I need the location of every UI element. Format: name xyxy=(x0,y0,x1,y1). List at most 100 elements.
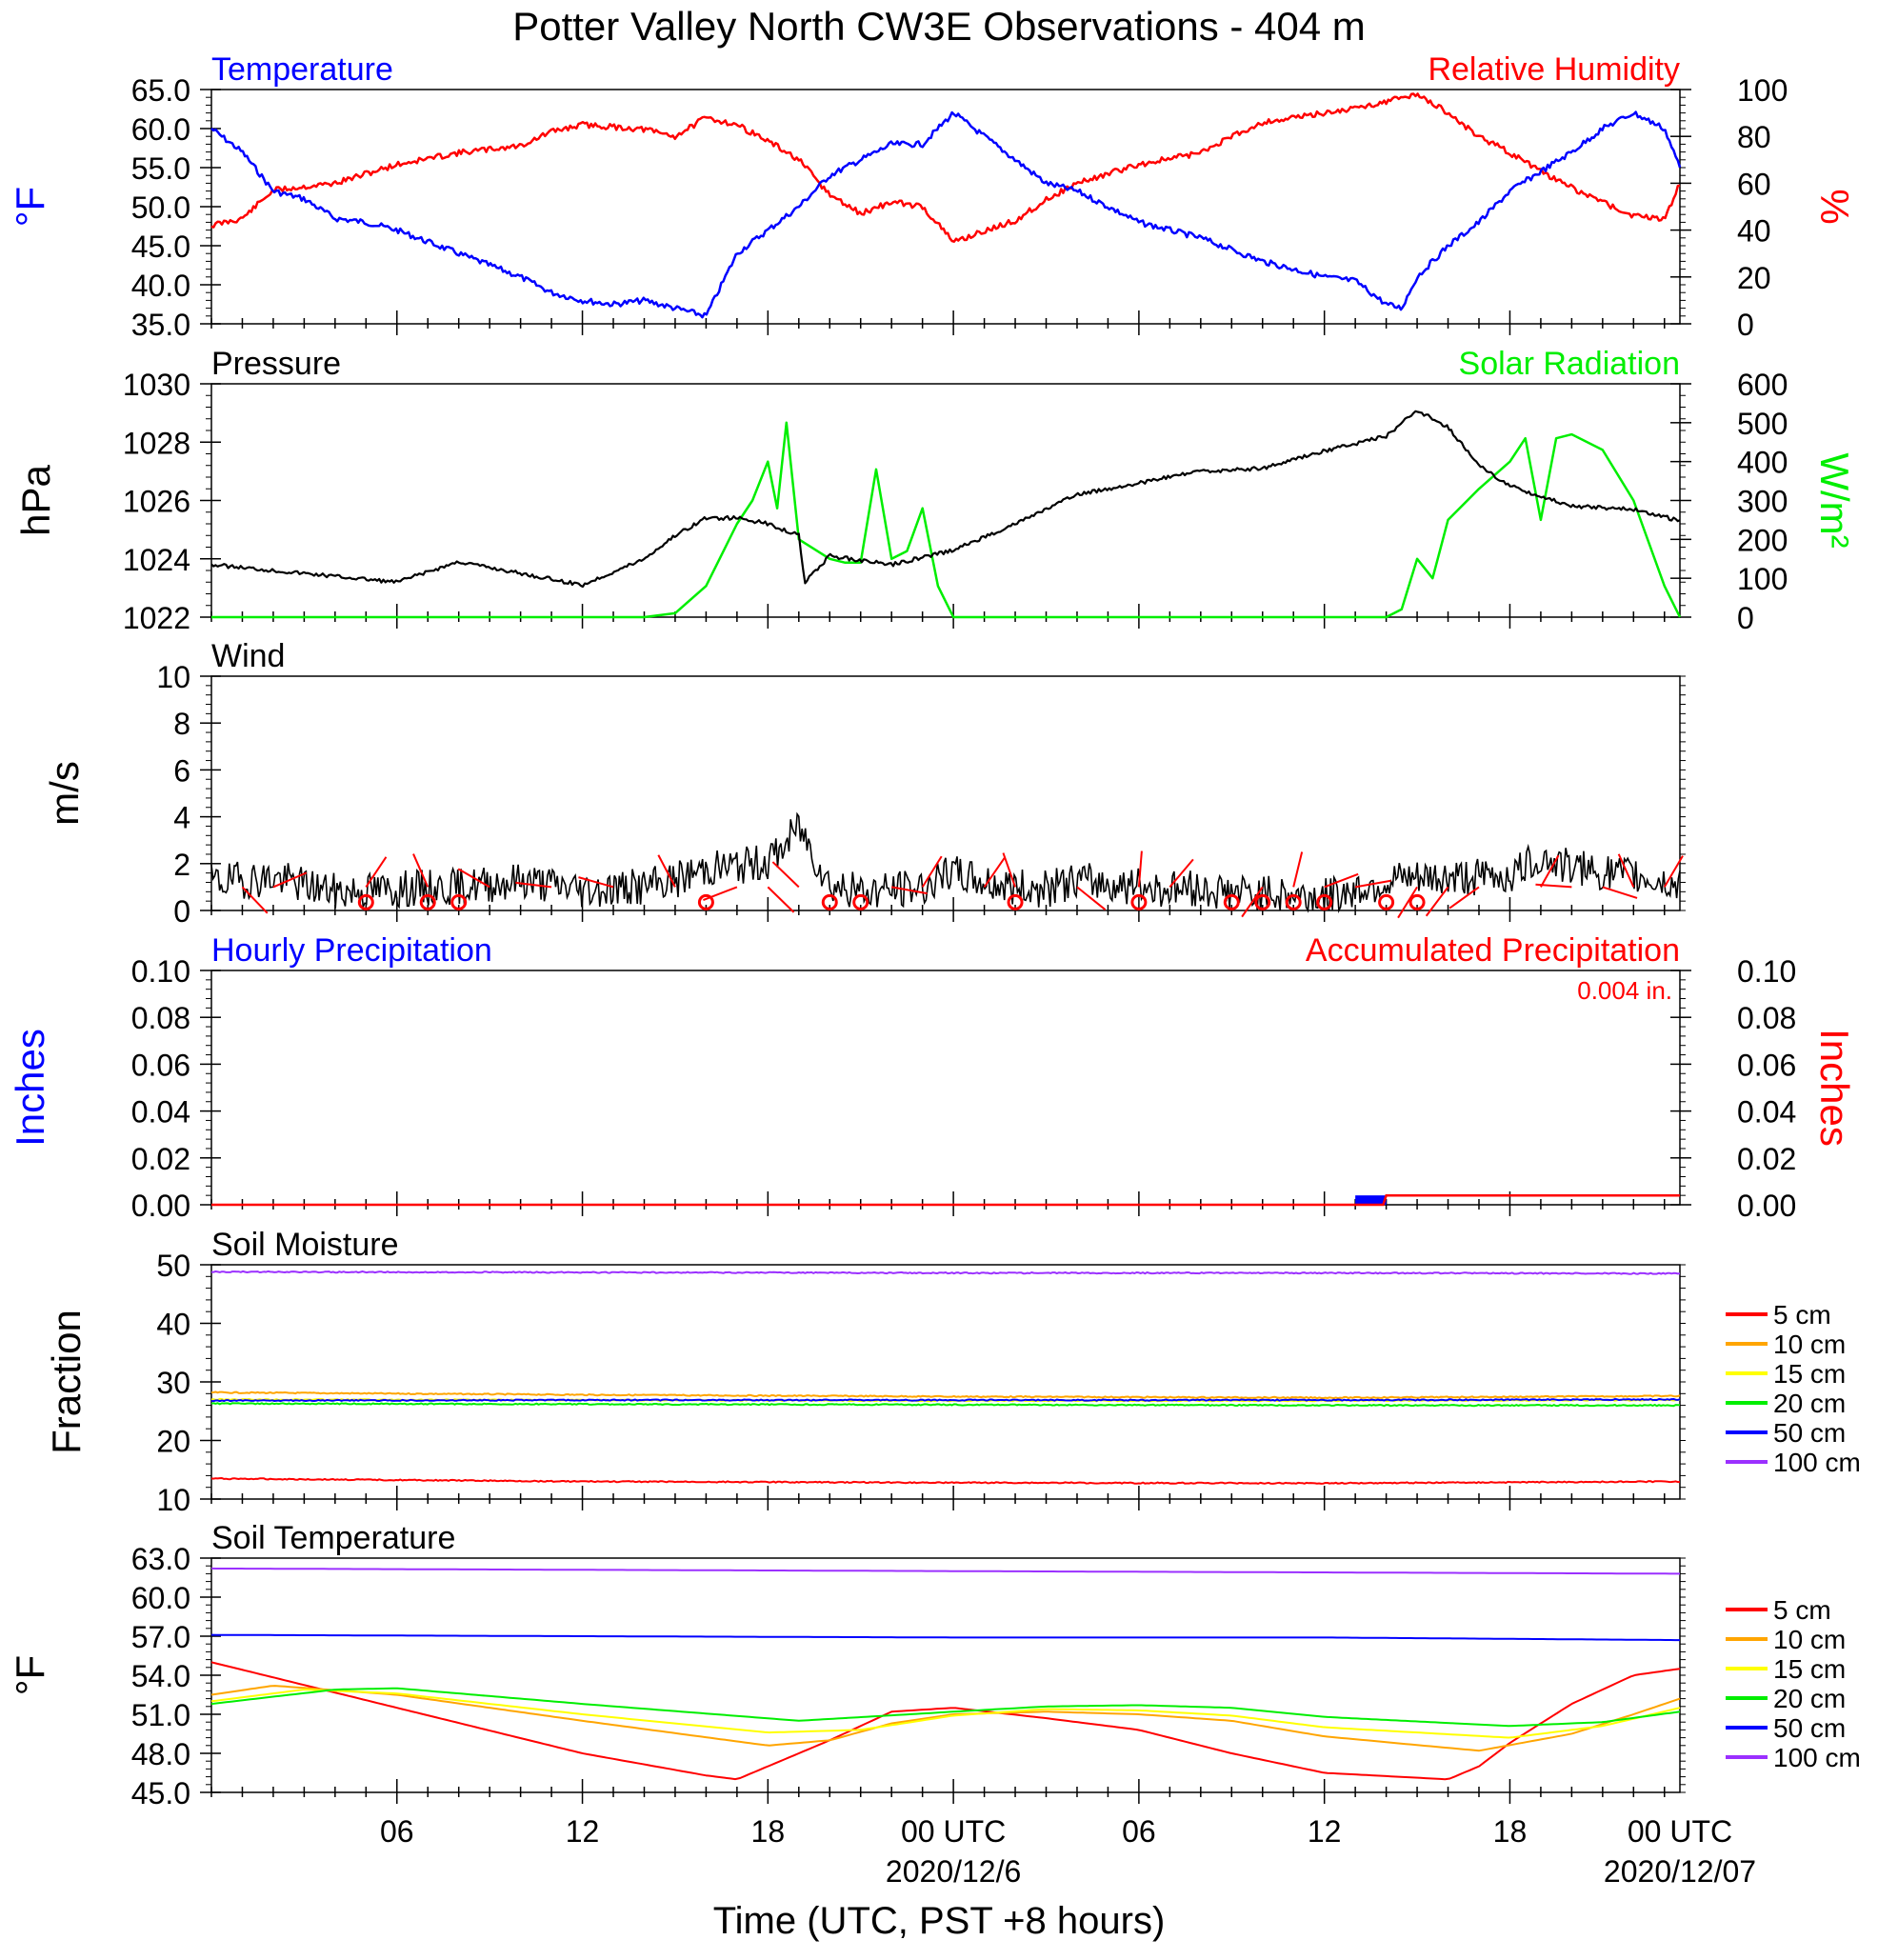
soil-temp-axis-tick-label: 51.0 xyxy=(131,1698,190,1732)
calm-wind-marker xyxy=(1378,893,1395,910)
x-date-label: 2020/12/07 xyxy=(1604,1854,1756,1889)
accum-precip-axis-tick-label: 0.08 xyxy=(1737,1001,1796,1035)
calm-wind-marker xyxy=(852,893,869,910)
soil-temp-line xyxy=(210,1685,1681,1752)
wind-barb xyxy=(578,876,614,889)
soil-moisture-legend-label: 10 cm xyxy=(1773,1330,1846,1359)
wind-axis-tick-label: 8 xyxy=(173,707,190,741)
plot-frame-3 xyxy=(210,675,1681,911)
precip-axis-label: Inches xyxy=(8,1029,52,1147)
calm-wind-marker xyxy=(450,893,468,910)
precip-axis-tick-label: 0.10 xyxy=(131,954,190,989)
wind-barb xyxy=(457,868,490,889)
calm-wind-marker xyxy=(697,893,714,910)
x-tick-label: 18 xyxy=(751,1814,786,1849)
calm-wind-marker xyxy=(1007,893,1024,910)
wind-barb xyxy=(1448,886,1480,910)
temperature-title: Temperature xyxy=(211,51,393,88)
wind-barb xyxy=(1602,886,1638,899)
x-axis-title: Time (UTC, PST +8 hours) xyxy=(712,1900,1166,1942)
accum-precip-axis-tick-label: 0.04 xyxy=(1737,1095,1796,1130)
wind-barb xyxy=(767,886,795,913)
temperature-axis-label: °F xyxy=(8,187,52,227)
wind-axis-label: m/s xyxy=(42,761,87,826)
wind-axis-tick-label: 10 xyxy=(156,660,190,694)
wind-barb xyxy=(241,886,269,914)
wind-barb xyxy=(515,881,552,889)
calm-wind-marker xyxy=(1130,893,1148,910)
soil-moisture-legend-label: 100 cm xyxy=(1773,1448,1861,1477)
soil-moisture-axis-label: Fraction xyxy=(44,1310,89,1454)
wind-barb xyxy=(1540,854,1560,888)
wind-barb xyxy=(921,855,943,888)
soil-temp-line xyxy=(210,1687,1681,1728)
wind-barb xyxy=(1002,852,1016,888)
soil-temp-axis-label: °F xyxy=(8,1655,52,1695)
accumulated-precip-line xyxy=(211,1193,1680,1207)
precip-axis-tick-label: 0.04 xyxy=(131,1095,190,1130)
soil-moisture-legend-label: 15 cm xyxy=(1773,1359,1846,1389)
solar-axis-tick-label: 600 xyxy=(1737,368,1788,402)
accum-precip-axis-tick-label: 0.00 xyxy=(1737,1189,1796,1223)
soil-temp-legend-label: 5 cm xyxy=(1773,1595,1831,1625)
wind-axis-tick-label: 6 xyxy=(173,753,190,788)
wind-barb xyxy=(365,856,388,888)
soil-temp-line xyxy=(210,1567,1680,1575)
wind-barb xyxy=(1169,858,1194,889)
wind-barb xyxy=(1292,851,1304,888)
x-tick-label: 00 UTC xyxy=(901,1814,1006,1849)
wind-barb xyxy=(1663,855,1684,888)
temperature-axis-tick-label: 60.0 xyxy=(131,112,190,147)
soil-temp-axis-tick-label: 57.0 xyxy=(131,1620,190,1654)
soil-moisture-legend-label: 20 cm xyxy=(1773,1389,1846,1418)
soil-moisture-axis-tick-label: 40 xyxy=(156,1308,190,1342)
wind-axis-tick-label: 2 xyxy=(173,848,190,882)
soil-moisture-legend-label: 50 cm xyxy=(1773,1418,1846,1448)
wind-axis-tick-label: 4 xyxy=(173,801,190,835)
soil-temp-line xyxy=(210,1689,1681,1739)
wind-barb xyxy=(771,861,800,889)
soil-moisture-axis-tick-label: 30 xyxy=(156,1366,190,1400)
wind-speed-line xyxy=(210,811,1681,914)
humidity-axis-tick-label: 100 xyxy=(1737,73,1788,108)
wind-barb xyxy=(1324,872,1359,889)
wind-title: Wind xyxy=(211,638,285,674)
wind-barb xyxy=(1137,850,1143,888)
solar-axis-tick-label: 500 xyxy=(1737,407,1788,441)
x-tick-label: 06 xyxy=(1122,1814,1156,1849)
soil-moisture-title: Soil Moisture xyxy=(211,1227,399,1263)
humidity-axis-tick-label: 20 xyxy=(1737,261,1771,295)
pressure-axis-tick-label: 1028 xyxy=(123,426,190,460)
precip-axis-tick-label: 0.00 xyxy=(131,1189,190,1223)
wind-barb xyxy=(1397,886,1418,919)
x-tick-label: 06 xyxy=(380,1814,414,1849)
wind-barb xyxy=(1425,886,1449,917)
solar-axis-tick-label: 400 xyxy=(1737,446,1788,480)
calm-wind-marker xyxy=(357,893,374,910)
temperature-axis-tick-label: 40.0 xyxy=(131,269,190,303)
wind-barb xyxy=(703,886,738,902)
x-tick-label: 00 UTC xyxy=(1628,1814,1732,1849)
accum-precip-axis-tick-label: 0.06 xyxy=(1737,1048,1796,1082)
accum-precip-axis-tick-label: 0.02 xyxy=(1737,1142,1796,1176)
soil-moisture-legend-label: 5 cm xyxy=(1773,1300,1831,1330)
plot-frame-5 xyxy=(210,1264,1681,1500)
soil-moisture-line xyxy=(210,1398,1681,1403)
hourly-precip-title: Hourly Precipitation xyxy=(211,932,492,969)
calm-wind-marker xyxy=(1254,893,1271,910)
soil-temp-legend-label: 50 cm xyxy=(1773,1713,1846,1743)
wind-barb xyxy=(983,856,1006,888)
wind-barb xyxy=(412,853,430,888)
wind-barb xyxy=(272,871,308,889)
humidity-axis-tick-label: 40 xyxy=(1737,214,1771,249)
x-tick-label: 18 xyxy=(1493,1814,1528,1849)
humidity-line xyxy=(210,92,1681,243)
pressure-line xyxy=(210,410,1681,589)
soil-moisture-axis-tick-label: 10 xyxy=(156,1483,190,1517)
pressure-axis-label: hPa xyxy=(13,464,58,535)
soil-temp-axis-tick-label: 63.0 xyxy=(131,1542,190,1576)
calm-wind-marker xyxy=(419,893,436,910)
plot-frame-4 xyxy=(210,970,1681,1206)
